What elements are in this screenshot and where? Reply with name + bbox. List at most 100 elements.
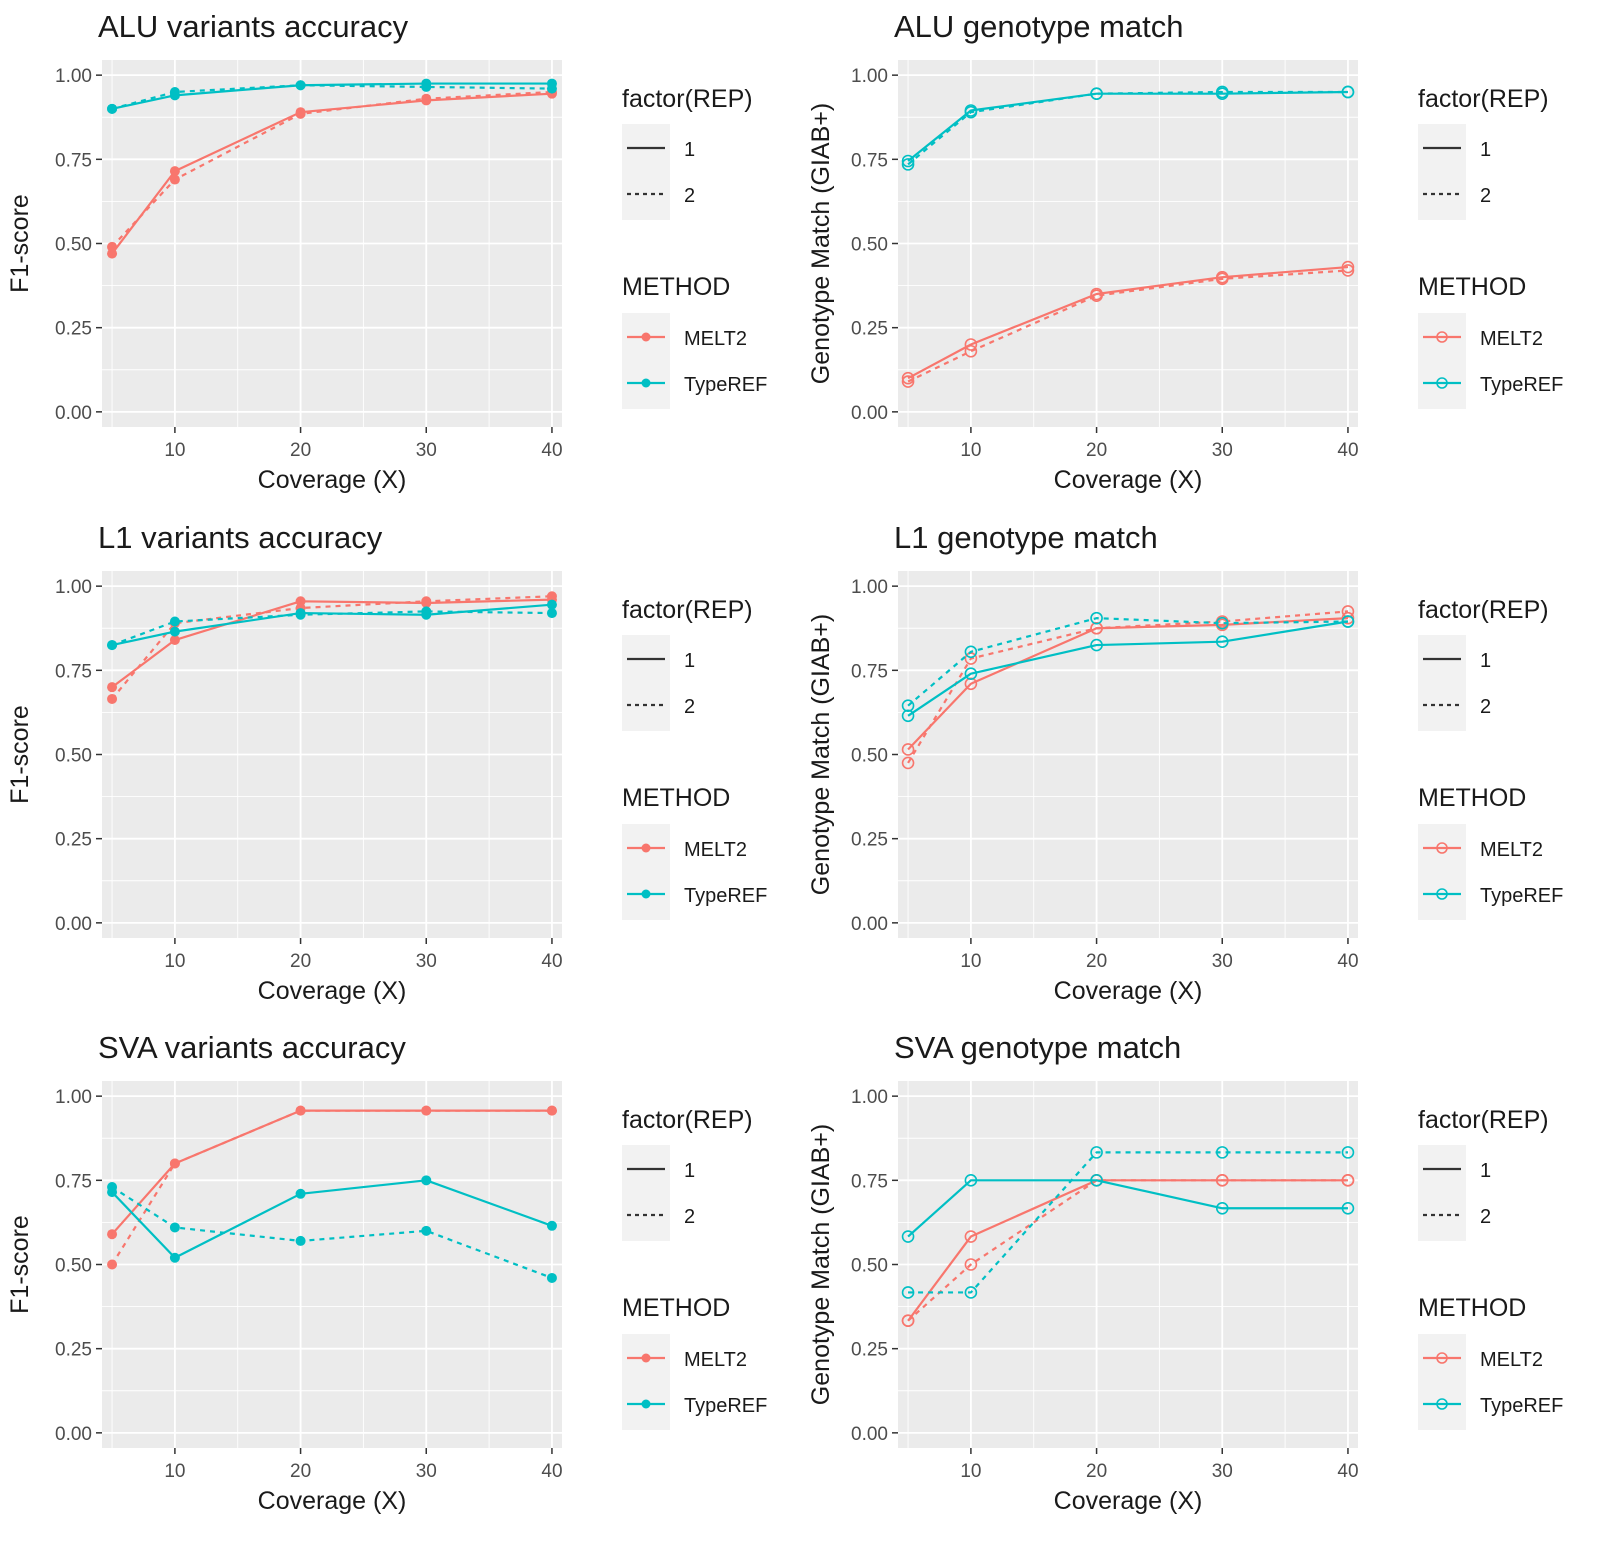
legend-label-method: MELT2 (684, 1349, 747, 1371)
panel-alu-genotype-match: ALU genotype match 0.00 0.25 0.50 0.75 1.00 10… (807, 9, 1563, 494)
data-point-typeref-rep2 (1341, 1146, 1355, 1159)
legend-title-method: METHOD (1418, 784, 1526, 812)
data-point-typeref-rep2 (421, 81, 432, 92)
data-point-melt2-rep1 (964, 677, 978, 691)
x-tick-label: 10 (960, 440, 981, 461)
legend-label-method: MELT2 (684, 839, 747, 861)
legend-marker-melt2 (641, 843, 651, 853)
data-point-melt2-rep2 (295, 1105, 306, 1116)
legend-marker-melt2 (1436, 331, 1448, 343)
legend-label-method: TypeREF (1480, 1395, 1563, 1417)
data-point-typeref-rep2 (546, 83, 557, 94)
legend-key-bg (1418, 124, 1466, 220)
x-tick-label: 40 (541, 951, 562, 972)
y-tick-label: 0.50 (55, 235, 92, 256)
legend-marker-typeref (1436, 888, 1448, 900)
x-axis-title: Coverage (X) (1054, 1487, 1203, 1515)
y-tick-label: 1.00 (851, 1087, 888, 1108)
x-tick-label: 40 (541, 1461, 562, 1482)
legend-title-rep: factor(REP) (1418, 85, 1549, 113)
legend-label-rep: 1 (684, 139, 695, 161)
series-line-melt2-rep2 (111, 595, 552, 700)
legend-label-method: TypeREF (684, 1395, 767, 1417)
data-point-typeref-rep2 (901, 1286, 915, 1299)
data-point-melt2-rep2 (107, 693, 118, 704)
data-point-typeref-rep2 (421, 1225, 432, 1236)
series-line-typeref-rep1 (907, 90, 1348, 162)
data-point-melt2-rep2 (1341, 264, 1355, 277)
y-tick-label: 0.00 (55, 1424, 92, 1445)
panel-title: SVA genotype match (894, 1030, 1181, 1065)
legend-label-method: TypeREF (684, 885, 767, 907)
data-point-typeref-rep1 (1215, 1201, 1229, 1215)
y-tick-label: 0.00 (851, 403, 888, 424)
x-tick-label: 30 (416, 1461, 437, 1482)
x-tick-label: 30 (416, 951, 437, 972)
legend-label-rep: 1 (1480, 1160, 1491, 1182)
data-point-melt2-rep2 (964, 1258, 978, 1271)
series-line-typeref-rep2 (908, 1151, 1348, 1294)
y-tick-label: 0.00 (851, 1424, 888, 1445)
y-tick-label: 0.00 (55, 914, 92, 935)
y-tick-label: 0.75 (55, 661, 92, 682)
data-point-typeref-rep1 (901, 154, 915, 168)
data-point-melt2-rep2 (107, 1259, 118, 1270)
data-point-typeref-rep1 (1090, 1174, 1103, 1187)
legend: factor(REP) 1 2 METHOD MELT2 TypeREF (622, 85, 767, 409)
y-tick-label: 0.25 (55, 1340, 92, 1361)
data-point-typeref-rep1 (1341, 1201, 1355, 1215)
data-point-typeref-rep2 (964, 105, 978, 119)
y-tick-label: 0.75 (55, 1171, 92, 1192)
y-tick-label: 1.00 (851, 66, 888, 87)
y-tick-label: 1.00 (55, 577, 92, 598)
data-point-typeref-rep2 (169, 1222, 180, 1233)
legend-key-bg (622, 124, 670, 220)
y-tick-label: 1.00 (55, 1087, 92, 1108)
data-point-melt2-rep1 (1341, 260, 1355, 274)
data-point-typeref-rep2 (295, 609, 306, 620)
data-point-typeref-rep1 (1090, 638, 1103, 652)
y-axis-title: F1-score (6, 705, 34, 804)
legend-marker-typeref (641, 378, 651, 388)
data-point-melt2-rep1 (169, 166, 180, 177)
legend-label-method: TypeREF (684, 374, 767, 396)
data-point-melt2-rep1 (964, 338, 978, 351)
panel-title: L1 genotype match (894, 520, 1158, 555)
legend-key-bg (622, 824, 670, 920)
data-point-typeref-rep2 (107, 103, 118, 114)
data-point-typeref-rep2 (546, 1272, 557, 1283)
legend-title-rep: factor(REP) (622, 1106, 753, 1134)
data-point-melt2-rep2 (421, 596, 432, 607)
series-line-melt2-rep2 (111, 1109, 552, 1266)
y-axis-title: F1-score (6, 1215, 34, 1314)
y-tick-label: 0.75 (55, 150, 92, 171)
data-point-typeref-rep2 (901, 158, 915, 171)
data-point-melt2-rep2 (421, 93, 432, 104)
x-axis-title: Coverage (X) (258, 1487, 407, 1515)
data-point-typeref-rep2 (295, 1235, 306, 1246)
y-tick-label: 0.25 (851, 830, 888, 851)
legend-title-rep: factor(REP) (622, 85, 753, 113)
legend-marker-typeref (1436, 377, 1448, 389)
legend-label-method: TypeREF (1480, 885, 1563, 907)
legend-title-rep: factor(REP) (1418, 596, 1549, 624)
panel-title: SVA variants accuracy (98, 1030, 406, 1065)
data-point-typeref-rep2 (169, 86, 180, 97)
data-point-melt2-rep2 (964, 344, 978, 358)
data-point-typeref-rep2 (1215, 1146, 1229, 1159)
legend-title-method: METHOD (1418, 273, 1526, 301)
legend-key-bg (1418, 1145, 1466, 1241)
legend-marker-typeref (641, 889, 651, 899)
data-point-melt2-rep2 (295, 108, 306, 119)
panel-title: L1 variants accuracy (98, 520, 383, 555)
data-point-melt2-rep2 (169, 174, 180, 185)
x-tick-label: 20 (1086, 1461, 1107, 1482)
x-tick-label: 40 (1337, 440, 1358, 461)
series-line-typeref-rep1 (907, 1179, 1348, 1238)
x-axis-title: Coverage (X) (1054, 977, 1203, 1005)
legend-label-method: MELT2 (1480, 839, 1543, 861)
data-point-melt2-rep2 (901, 756, 915, 770)
data-point-melt2-rep2 (901, 375, 915, 388)
data-point-typeref-rep1 (546, 1220, 557, 1231)
